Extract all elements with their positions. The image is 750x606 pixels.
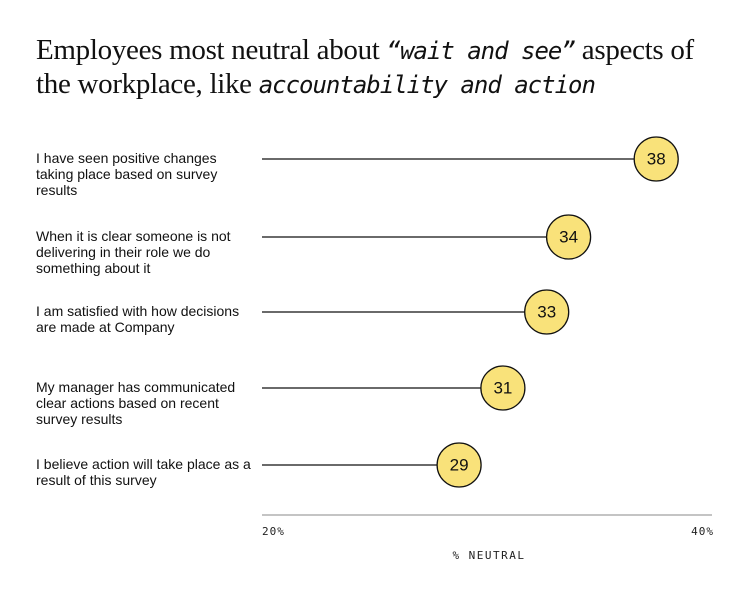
chart-title: Employees most neutral about “wait and s… [36,34,696,102]
category-label: When it is clear someone is not deliveri… [36,228,231,276]
value-label: 31 [493,378,512,397]
dot [545,214,592,260]
value-label: 33 [537,302,556,321]
category-label: My manager has communicated clear action… [36,379,236,427]
title-part: Employees most neutral about [36,34,387,66]
title-part: “wait and see” [386,37,576,65]
category-label: I have seen positive changes taking plac… [36,150,218,198]
title-part: aspects of the workplace, like [36,34,694,100]
value-label: 34 [559,227,578,246]
x-axis-label: % NEUTRAL [452,549,525,562]
title-part: accountability and action [258,71,596,99]
x-tick-label: 40% [691,525,714,538]
category-label: I am satisfied with how decisions are ma… [36,303,240,335]
dot [633,136,679,182]
value-label: 29 [450,455,469,474]
category-label: I believe action will take place as a re… [36,456,251,488]
dot [524,289,570,335]
value-label: 38 [647,149,666,168]
dot [436,442,482,488]
dot [480,365,526,411]
x-tick-label: 20% [262,525,285,538]
